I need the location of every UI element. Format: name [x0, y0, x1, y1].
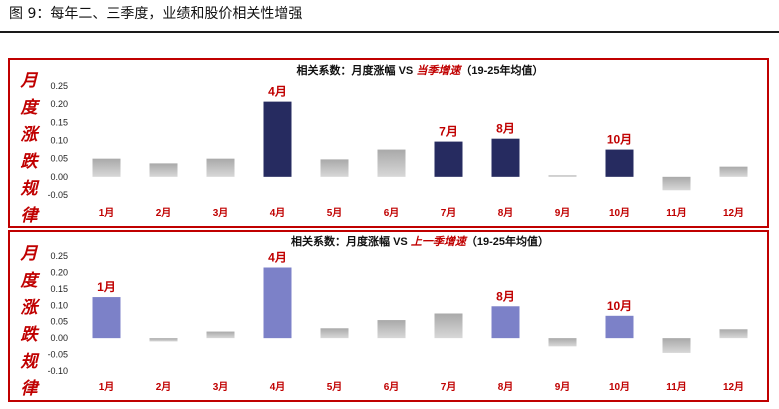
bar-8月: [491, 306, 520, 339]
bar-data-label: 10月: [607, 299, 632, 313]
side-char: 规: [20, 352, 38, 372]
bar-8月: [491, 138, 520, 177]
bar-11月: [662, 176, 691, 191]
x-tick-label: 3月: [213, 381, 229, 393]
x-tick-label: 12月: [723, 381, 744, 393]
chart-panel-1: [8, 58, 769, 228]
side-char: 律: [20, 206, 38, 226]
chart-title-prefix: 相关系数：月度涨幅 VS: [297, 63, 417, 77]
bar-5月: [320, 328, 349, 339]
bar-6月: [377, 149, 406, 177]
bar-9月: [548, 175, 577, 177]
y-tick-label: 0.00: [50, 333, 68, 343]
chart-title-prefix: 相关系数：月度涨幅 VS: [291, 234, 411, 248]
bar-4月: [263, 267, 292, 339]
bar-data-label: 10月: [607, 133, 632, 147]
bar-9月: [548, 338, 577, 347]
x-tick-label: 12月: [723, 207, 744, 219]
y-tick-label: 0.05: [50, 154, 68, 164]
bar-6月: [377, 320, 406, 339]
y-tick-label: 0.05: [50, 317, 68, 327]
y-tick-label: 0.15: [50, 284, 68, 294]
chart-1-svg: 相关系数：月度涨幅 VS 当季增速（19-25年均值） 0.25 0.20 0.15 0…: [48, 63, 748, 219]
x-tick-label: 7月: [441, 381, 457, 393]
side-char: 规: [20, 179, 38, 199]
y-tick-label: -0.10: [48, 366, 68, 376]
side-char: 度: [20, 98, 38, 118]
x-tick-label: 10月: [609, 207, 630, 219]
chart-title: 相关系数：月度涨幅 VS 当季增速（19-25年均值）: [297, 63, 544, 77]
y-tick-label: 0.20: [50, 99, 68, 109]
bar-data-label: 8月: [496, 289, 515, 303]
x-tick-label: 4月: [270, 381, 286, 393]
side-label-1: 月 度 涨 跌 规 律: [11, 66, 47, 228]
side-char: 跌: [20, 325, 38, 345]
y-tick-label: 0.25: [50, 81, 68, 91]
x-tick-label: 6月: [384, 381, 400, 393]
bar-7月: [434, 313, 463, 339]
bar-11月: [662, 338, 691, 353]
x-tick-label: 7月: [441, 207, 457, 219]
bar-data-label: 4月: [268, 251, 287, 265]
title-rule: [0, 31, 779, 33]
x-tick-label: 5月: [327, 381, 343, 393]
y-tick-label: 0.10: [50, 300, 68, 310]
bar-data-label: 4月: [268, 85, 287, 99]
x-tick-label: 9月: [555, 207, 571, 219]
x-tick-label: 8月: [498, 381, 514, 393]
bar-2月: [149, 338, 178, 342]
chart-title-highlight: 当季增速: [416, 64, 462, 77]
figure-title: 图 9：每年二、三季度，业绩和股价相关性增强: [9, 6, 303, 22]
bar-12月: [719, 166, 748, 177]
side-char: 律: [20, 379, 38, 399]
chart-title: 相关系数：月度涨幅 VS 上一季增速（19-25年均值）: [291, 234, 549, 248]
side-char: 月: [20, 244, 38, 264]
bar-4月: [263, 101, 292, 177]
bar-10月: [605, 315, 634, 339]
y-tick-label: 0.25: [50, 251, 68, 261]
side-char: 度: [20, 271, 38, 291]
x-tick-label: 5月: [327, 207, 343, 219]
x-tick-label: 2月: [156, 381, 172, 393]
side-char: 涨: [20, 125, 38, 145]
x-tick-label: 3月: [213, 207, 229, 219]
bar-7月: [434, 141, 463, 177]
x-tick-label: 10月: [609, 381, 630, 393]
bar-1月: [92, 297, 121, 339]
side-char: 跌: [20, 152, 38, 172]
bar-data-label: 7月: [439, 125, 458, 139]
x-tick-label: 8月: [498, 207, 514, 219]
bar-3月: [206, 331, 235, 339]
x-tick-label: 11月: [666, 207, 687, 219]
y-tick-label: 0.00: [50, 172, 68, 182]
x-tick-label: 2月: [156, 207, 172, 219]
bar-10月: [605, 149, 634, 177]
bar-data-label: 8月: [496, 122, 515, 136]
chart-title-suffix: （19-25年均值）: [460, 63, 543, 77]
side-char: 涨: [20, 298, 38, 318]
y-tick-label: -0.05: [48, 190, 68, 200]
side-label-2: 月 度 涨 跌 规 律: [11, 239, 47, 401]
chart-2-svg: 相关系数：月度涨幅 VS 上一季增速（19-25年均值） 0.25 0.20 0.15…: [48, 234, 748, 393]
bar-1月: [92, 158, 121, 177]
y-tick-label: 0.15: [50, 117, 68, 127]
bar-data-label: 1月: [97, 280, 116, 294]
chart-panel-2: [8, 230, 769, 402]
chart-title-suffix: （19-25年均值）: [466, 234, 549, 248]
side-char: 月: [20, 71, 38, 91]
x-tick-label: 4月: [270, 207, 286, 219]
bar-2月: [149, 163, 178, 177]
y-tick-label: -0.05: [48, 350, 68, 360]
bar-3月: [206, 158, 235, 177]
y-tick-label: 0.20: [50, 267, 68, 277]
x-tick-label: 11月: [666, 381, 687, 393]
y-tick-label: 0.10: [50, 136, 68, 146]
x-tick-label: 6月: [384, 207, 400, 219]
x-tick-label: 1月: [99, 381, 115, 393]
x-tick-label: 1月: [99, 207, 115, 219]
bar-12月: [719, 329, 748, 339]
chart-title-highlight: 上一季增速: [411, 235, 468, 248]
bar-5月: [320, 159, 349, 177]
x-tick-label: 9月: [555, 381, 571, 393]
